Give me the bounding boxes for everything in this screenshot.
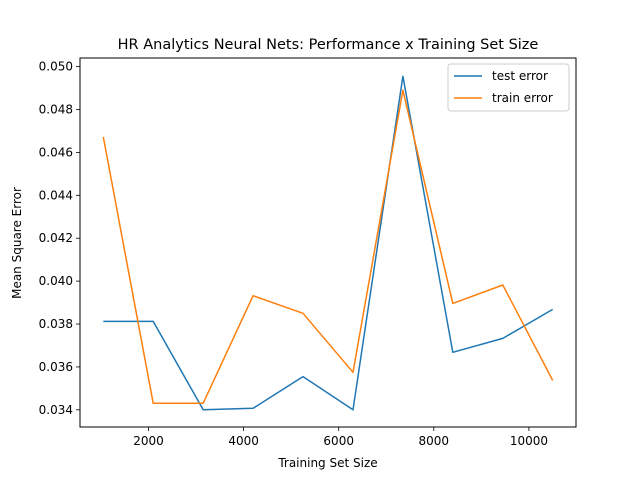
legend-label-2: train error [492,91,553,105]
y-tick-label: 0.040 [39,274,73,288]
y-tick-label: 0.038 [39,317,73,331]
series-layer [102,75,554,411]
series-line-2 [102,89,554,404]
y-tick-label: 0.034 [39,403,73,417]
x-tick-label: 6000 [323,434,354,448]
plot-frame [79,57,577,428]
y-axis-label: Mean Square Error [10,187,24,299]
y-tick-label: 0.046 [39,145,73,159]
y-axis: 0.034 0.036 0.038 0.040 0.042 0.044 0.046 0.048… [39,60,80,417]
legend-label-1: test error [492,69,548,83]
y-tick-label: 0.042 [39,231,73,245]
y-tick-label: 0.036 [39,360,73,374]
x-tick-label: 8000 [419,434,450,448]
x-tick-label: 4000 [228,434,259,448]
x-tick-label: 2000 [133,434,164,448]
x-axis-label: Training Set Size [277,456,377,470]
chart-title: HR Analytics Neural Nets: Performance x … [118,37,539,53]
y-tick-label: 0.050 [39,60,73,74]
series-line-1 [103,75,554,411]
x-tick-label: 10000 [510,434,548,448]
legend: test error train error [447,63,570,112]
y-tick-label: 0.044 [39,188,73,202]
x-axis: 2000 4000 6000 8000 10000 [133,427,548,448]
y-tick-label: 0.048 [39,102,73,116]
